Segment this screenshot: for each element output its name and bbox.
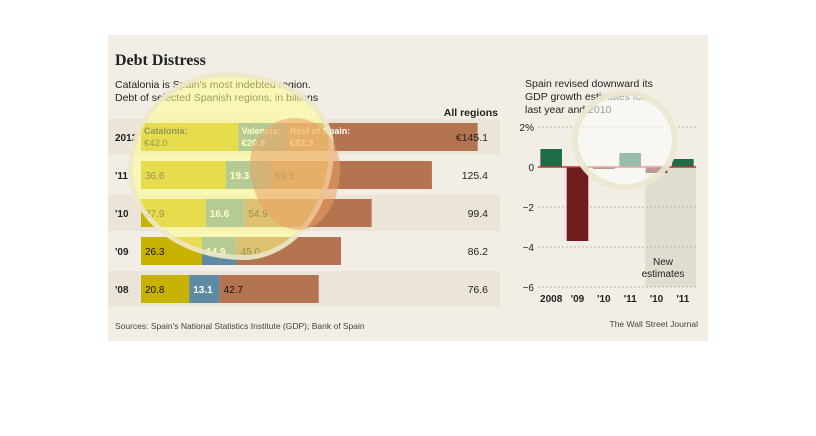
segment-value-label: 14.9 bbox=[206, 247, 226, 258]
all-regions-header: All regions bbox=[444, 107, 498, 119]
gdp-bar bbox=[540, 149, 562, 167]
bar-segment-valencia bbox=[189, 275, 220, 303]
segment-value-label: 42.7 bbox=[224, 285, 244, 296]
x-tick-label: '11 bbox=[624, 294, 637, 305]
credit-note: The Wall Street Journal bbox=[610, 319, 699, 329]
row-total-label: €145.1 bbox=[456, 132, 488, 144]
chart-canvas: Debt Distress Catalonia is Spain's most i… bbox=[108, 52, 699, 331]
segment-series-label: Valencia: bbox=[241, 126, 280, 136]
y-tick-label: 2% bbox=[520, 123, 535, 134]
gdp-bar bbox=[672, 159, 694, 167]
bar-segment-rest-of-spain bbox=[270, 161, 432, 189]
segment-value-label: €42.0 bbox=[144, 138, 168, 149]
row-year-label: '09 bbox=[115, 247, 129, 258]
row-total-label: 99.4 bbox=[468, 208, 489, 220]
x-tick-label: '11 bbox=[676, 294, 689, 305]
x-tick-label: '10 bbox=[597, 294, 611, 305]
gdp-title-line-3: last year and 2010 bbox=[525, 104, 612, 116]
x-tick-label: '10 bbox=[650, 294, 664, 305]
row-year-label: '08 bbox=[115, 285, 129, 296]
row-year-label: 2012 bbox=[115, 133, 138, 144]
segment-value-label: €20.8 bbox=[241, 138, 265, 149]
bar-segment-rest-of-spain bbox=[219, 275, 319, 303]
segment-value-label: 20.8 bbox=[145, 285, 165, 296]
gdp-title-line-1: Spain revised downward its bbox=[525, 78, 653, 90]
y-tick-label: −6 bbox=[523, 283, 535, 294]
segment-value-label: 54.9 bbox=[248, 209, 268, 220]
segment-value-label: 26.3 bbox=[145, 247, 165, 258]
row-total-label: 125.4 bbox=[462, 170, 488, 182]
segment-series-label: Catalonia: bbox=[144, 126, 188, 136]
chart-subtitle-line-2: Debt of selected Spanish regions, in bil… bbox=[115, 92, 318, 104]
chart-panel: Debt Distress Catalonia is Spain's most i… bbox=[108, 35, 708, 341]
y-tick-label: 0 bbox=[528, 163, 534, 174]
row-year-label: '11 bbox=[115, 171, 128, 182]
estimates-annotation-line-1: New bbox=[653, 257, 674, 268]
segment-value-label: 16.6 bbox=[210, 209, 230, 220]
x-tick-label: 2008 bbox=[540, 294, 563, 305]
gdp-bar bbox=[619, 153, 641, 167]
row-total-label: 76.6 bbox=[468, 284, 489, 296]
segment-value-label: €82.3 bbox=[290, 138, 314, 149]
segment-value-label: 19.3 bbox=[230, 171, 250, 182]
y-tick-label: −2 bbox=[523, 203, 535, 214]
source-note: Sources: Spain's National Statistics Ins… bbox=[115, 321, 365, 331]
gdp-title-line-2: GDP growth estimates for bbox=[525, 91, 646, 103]
chart-title: Debt Distress bbox=[115, 52, 206, 69]
gdp-bar bbox=[566, 167, 589, 241]
segment-value-label: 69.5 bbox=[275, 171, 295, 182]
segment-value-label: 36.6 bbox=[145, 171, 165, 182]
chart-subtitle-line-1: Catalonia is Spain's most indebted regio… bbox=[115, 79, 311, 91]
row-total-label: 86.2 bbox=[468, 246, 489, 258]
row-year-label: '10 bbox=[115, 209, 129, 220]
segment-value-label: 45.0 bbox=[241, 247, 261, 258]
segment-value-label: 13.1 bbox=[193, 285, 213, 296]
y-tick-label: −4 bbox=[523, 243, 535, 254]
x-tick-label: '09 bbox=[571, 294, 585, 305]
estimates-annotation-line-2: estimates bbox=[642, 269, 685, 280]
segment-value-label: 27.9 bbox=[145, 209, 165, 220]
segment-series-label: Rest of Spain: bbox=[290, 126, 351, 136]
bar-segment-catalonia bbox=[141, 275, 190, 303]
gdp-bar bbox=[645, 167, 668, 173]
